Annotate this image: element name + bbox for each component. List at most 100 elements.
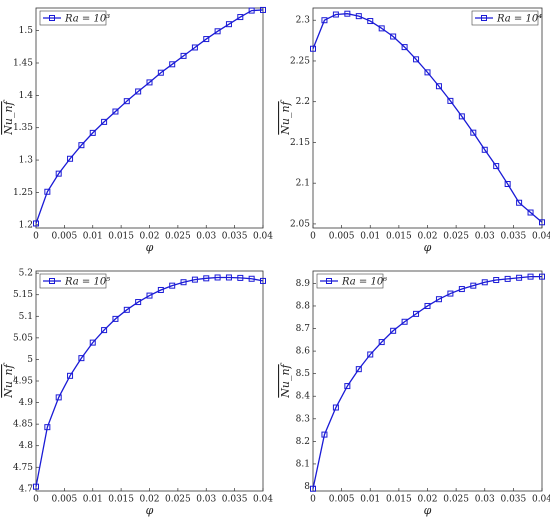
marker xyxy=(344,10,351,17)
legend-marker xyxy=(326,278,332,284)
marker xyxy=(447,97,454,104)
legend-box xyxy=(39,10,107,26)
y-axis-label: Nu_nf xyxy=(2,99,15,135)
y-tick-label: 1.35 xyxy=(13,123,33,133)
y-tick-label: 1.45 xyxy=(13,59,33,69)
panel: 0 0.005 0.01 0.015 0.02 0.025 0.03 0.035 0.04 8 8.… xyxy=(279,270,550,517)
marker xyxy=(225,21,232,28)
marker xyxy=(112,108,119,115)
y-tick-label: 1.2 xyxy=(19,220,33,230)
marker xyxy=(135,299,142,306)
legend-label: Ra = 10⁵ xyxy=(64,277,110,288)
marker xyxy=(321,17,328,24)
legend-label: Ra = 10⁶ xyxy=(341,277,387,288)
x-tick-label: 0.015 xyxy=(386,232,412,242)
x-tick-label: 0.01 xyxy=(83,495,103,505)
legend-label: Ra = 10³ xyxy=(64,14,110,25)
y-tick-label: 8.7 xyxy=(296,324,311,334)
marker xyxy=(481,146,488,153)
y-tick-label: 8.8 xyxy=(296,301,311,311)
marker xyxy=(67,372,74,379)
marker xyxy=(157,69,164,76)
x-tick-label: 0.02 xyxy=(417,495,437,505)
x-tick-label: 0.005 xyxy=(329,495,355,505)
plot-frame xyxy=(35,7,264,229)
marker xyxy=(310,485,316,492)
y-tick-label: 1.3 xyxy=(19,156,34,166)
plot-frame xyxy=(35,270,264,492)
marker xyxy=(493,277,500,284)
x-tick-label: 0.035 xyxy=(500,495,526,505)
marker xyxy=(539,273,545,280)
x-tick-label: 0.015 xyxy=(108,232,134,242)
x-tick-label: 0.04 xyxy=(532,232,550,242)
x-axis-label: φ xyxy=(146,241,154,254)
x-tick-label: 0.03 xyxy=(196,232,216,242)
x-tick-label: 0 xyxy=(310,232,316,242)
marker xyxy=(237,274,244,281)
x-tick-label: 0.02 xyxy=(417,232,437,242)
marker xyxy=(344,383,351,390)
marker xyxy=(367,351,374,358)
legend-box xyxy=(39,273,107,289)
y-tick-label: 4.8 xyxy=(19,441,34,451)
legend-marker xyxy=(481,15,487,21)
x-tick-label: 0.005 xyxy=(329,232,355,242)
marker xyxy=(78,355,85,362)
marker xyxy=(504,181,511,187)
marker xyxy=(413,56,420,63)
marker xyxy=(260,6,266,13)
marker xyxy=(123,306,130,313)
x-tick-label: 0.02 xyxy=(139,232,159,242)
x-axis-label: φ xyxy=(424,504,432,517)
y-tick-label: 4.95 xyxy=(13,377,33,387)
marker xyxy=(146,292,153,299)
marker xyxy=(447,290,454,297)
y-tick-label: 4.85 xyxy=(13,420,33,430)
marker xyxy=(390,327,397,334)
x-tick-label: 0.005 xyxy=(51,495,77,505)
marker xyxy=(214,274,221,281)
x-tick-label: 0.04 xyxy=(253,495,273,505)
y-tick-label: 2.2 xyxy=(296,97,310,107)
marker xyxy=(203,36,210,43)
series-line xyxy=(312,13,543,223)
legend-box xyxy=(316,273,384,289)
marker xyxy=(470,282,477,289)
y-axis-label: Nu_nf xyxy=(279,362,292,398)
marker xyxy=(527,209,534,216)
x-tick-label: 0.02 xyxy=(139,495,159,505)
marker xyxy=(493,163,500,170)
marker xyxy=(112,315,119,322)
marker xyxy=(321,431,328,438)
marker xyxy=(435,83,442,90)
marker xyxy=(33,483,39,490)
y-tick-label: 2.1 xyxy=(296,179,310,189)
y-tick-label: 5.15 xyxy=(13,290,33,300)
marker xyxy=(180,52,187,59)
marker xyxy=(44,424,51,431)
marker xyxy=(390,33,397,40)
x-axis-label: φ xyxy=(146,504,154,517)
marker xyxy=(424,69,431,76)
y-tick-label: 8.9 xyxy=(296,279,311,289)
x-tick-label: 0.025 xyxy=(443,495,469,505)
series-line xyxy=(35,276,264,487)
legend-box xyxy=(471,10,539,26)
panel: 0 0.005 0.01 0.015 0.02 0.025 0.03 0.035 0.04 4.7… xyxy=(2,269,273,517)
y-tick-label: 8 xyxy=(304,482,310,492)
marker xyxy=(539,219,545,226)
x-tick-label: 0.03 xyxy=(196,495,216,505)
marker xyxy=(435,296,442,303)
plot-frame xyxy=(312,7,543,229)
marker xyxy=(191,276,198,283)
marker xyxy=(378,25,385,32)
x-tick-label: 0.03 xyxy=(475,495,495,505)
x-tick-label: 0.03 xyxy=(475,232,495,242)
y-tick-label: 1.4 xyxy=(19,91,34,101)
marker xyxy=(516,199,523,206)
series-line xyxy=(35,9,264,224)
x-tick-label: 0.035 xyxy=(222,495,248,505)
marker xyxy=(78,142,85,149)
x-tick-label: 0.025 xyxy=(165,495,191,505)
